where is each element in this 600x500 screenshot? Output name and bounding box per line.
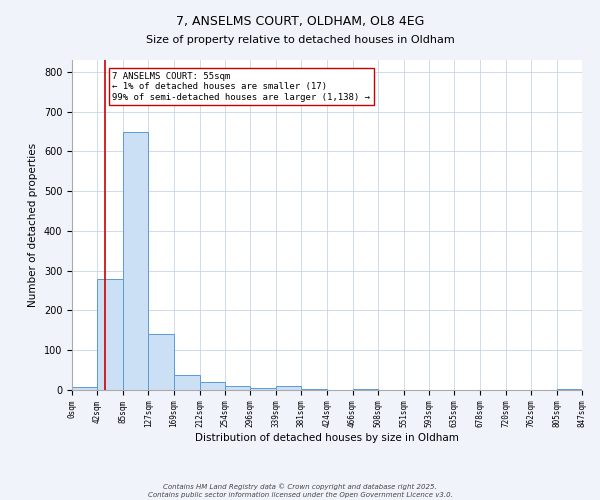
Y-axis label: Number of detached properties: Number of detached properties [28, 143, 38, 307]
Bar [72, 387, 97, 390]
Bar [557, 389, 582, 390]
Bar [97, 278, 123, 390]
Bar [250, 388, 276, 390]
Text: 7 ANSELMS COURT: 55sqm
← 1% of detached houses are smaller (17)
99% of semi-deta: 7 ANSELMS COURT: 55sqm ← 1% of detached … [112, 72, 370, 102]
Bar [174, 375, 200, 390]
Bar [301, 389, 328, 390]
Bar [353, 389, 378, 390]
Bar [148, 334, 174, 390]
Bar [276, 386, 301, 390]
X-axis label: Distribution of detached houses by size in Oldham: Distribution of detached houses by size … [195, 433, 459, 443]
Text: 7, ANSELMS COURT, OLDHAM, OL8 4EG: 7, ANSELMS COURT, OLDHAM, OL8 4EG [176, 15, 424, 28]
Text: Size of property relative to detached houses in Oldham: Size of property relative to detached ho… [146, 35, 454, 45]
Bar [200, 382, 225, 390]
Bar [225, 386, 250, 390]
Bar [123, 132, 148, 390]
Text: Contains HM Land Registry data © Crown copyright and database right 2025.
Contai: Contains HM Land Registry data © Crown c… [148, 484, 452, 498]
